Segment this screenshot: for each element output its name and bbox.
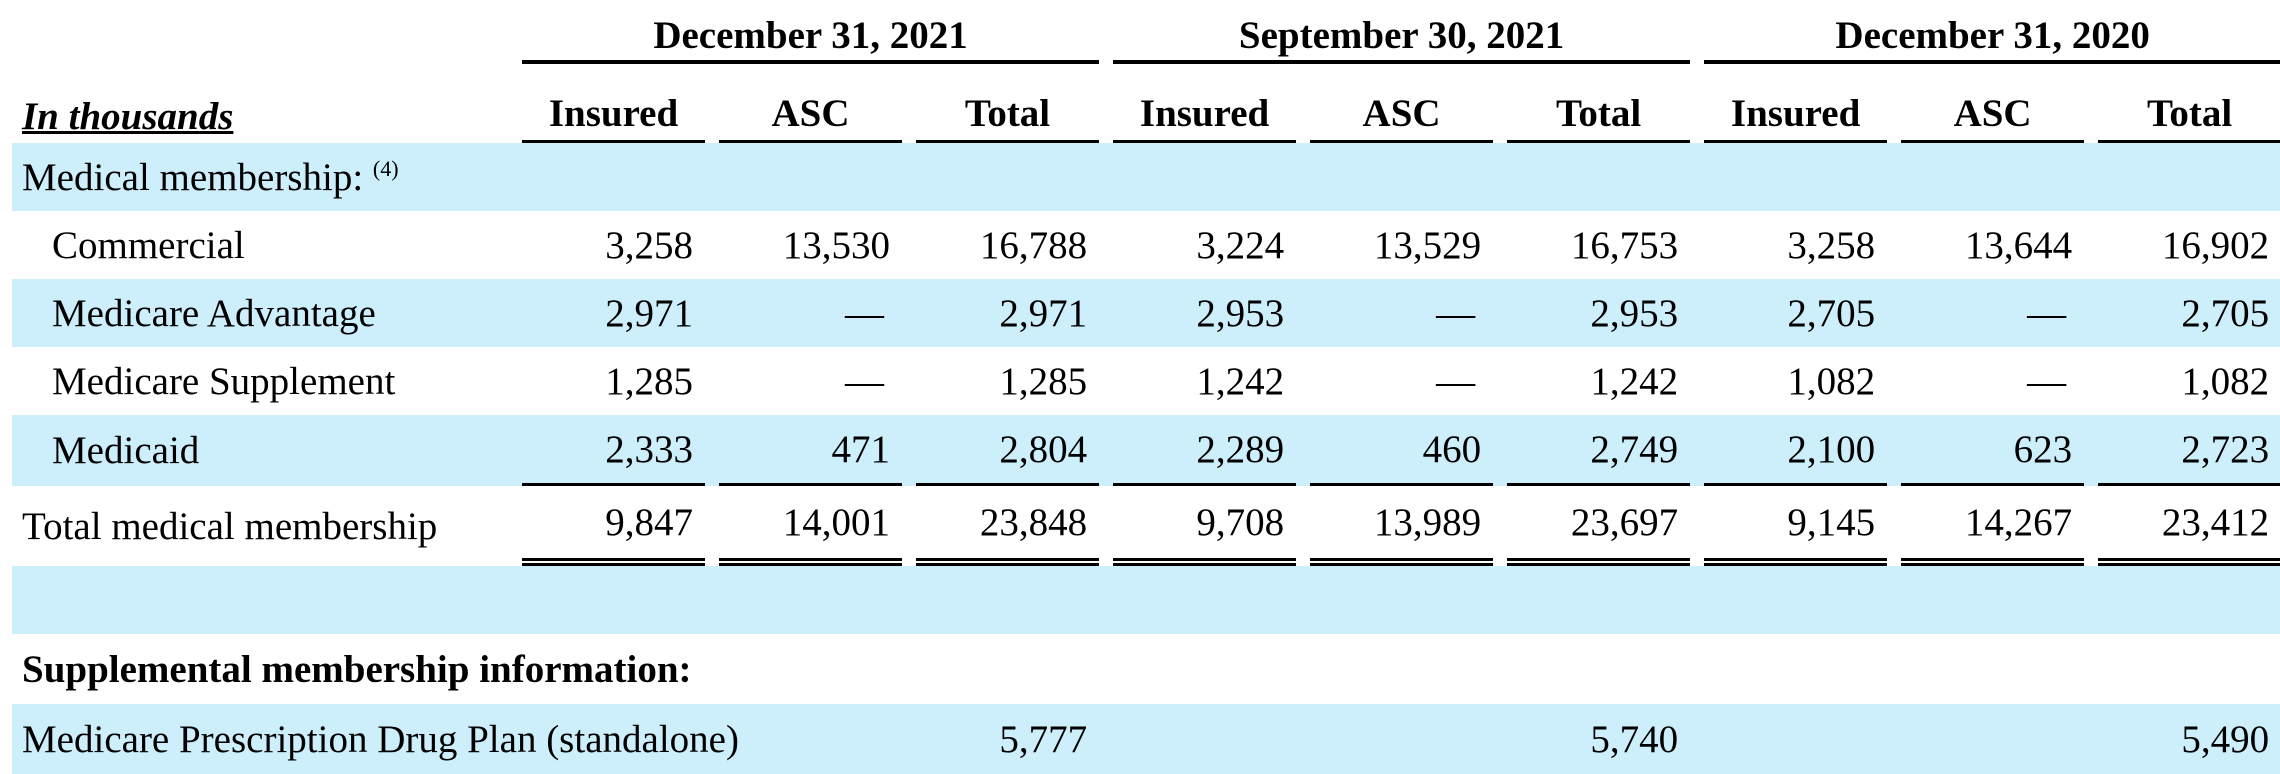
column-header: ASC: [1310, 64, 1494, 143]
table-cell: 5,490: [2098, 704, 2280, 774]
table-cell: —: [2027, 359, 2067, 403]
column-header: Total: [2098, 64, 2280, 143]
membership-table: December 31, 2021 September 30, 2021 Dec…: [12, 0, 2280, 774]
table-cell: 460: [1310, 415, 1494, 486]
row-label: Medicare Supplement: [52, 359, 396, 403]
section-label: Supplemental membership information:: [22, 647, 692, 691]
period-header: December 31, 2020: [1704, 0, 2280, 64]
table-cell: 16,788: [979, 223, 1088, 267]
table-cell: 23,697: [1507, 486, 1691, 566]
table-cell: 2,971: [522, 279, 705, 347]
table-cell: 5,740: [1507, 704, 1691, 774]
table-row: Medicare Prescription Drug Plan (standal…: [12, 704, 2280, 774]
table-cell: 1,082: [2181, 359, 2270, 403]
total-row: Total medical membership 9,847 14,001 23…: [12, 486, 2280, 566]
footnote-marker: (4): [372, 155, 399, 181]
table-row: Medicaid 2,333 471 2,804 2,289 460 2,749…: [12, 415, 2280, 486]
table-cell: 2,953: [1507, 279, 1691, 347]
table-cell: 1,242: [1590, 359, 1679, 403]
table-cell: 1,082: [1787, 359, 1876, 403]
row-label: Commercial: [52, 223, 245, 267]
table-cell: 13,644: [1964, 223, 2073, 267]
row-label: Medicaid: [12, 415, 508, 486]
table-cell: 14,267: [1901, 486, 2085, 566]
table-cell: 9,145: [1704, 486, 1888, 566]
table-cell: 3,258: [605, 223, 693, 267]
table-cell: 1,285: [999, 359, 1088, 403]
table-cell: 13,530: [782, 223, 890, 267]
table-cell: 16,753: [1570, 223, 1679, 267]
table-cell: 2,804: [916, 415, 1100, 486]
table-cell: 2,705: [2098, 279, 2280, 347]
table-cell: 13,989: [1310, 486, 1494, 566]
column-header-row: In thousands Insured ASC Total Insured A…: [12, 64, 2280, 143]
table-cell: 16,902: [2161, 223, 2270, 267]
column-header: Insured: [1113, 64, 1297, 143]
table-cell: 2,289: [1113, 415, 1297, 486]
column-header: Insured: [1704, 64, 1888, 143]
table-row: Commercial 3,258 13,530 16,788 3,224 13,…: [12, 211, 2280, 279]
column-header: Total: [916, 64, 1100, 143]
table-cell: 9,847: [522, 486, 705, 566]
table-cell: 5,777: [916, 704, 1100, 774]
row-label: Total medical membership: [22, 504, 438, 548]
table-row: Medicare Advantage 2,971 — 2,971 2,953 —…: [12, 279, 2280, 347]
table-cell: —: [845, 359, 884, 403]
table-cell: —: [719, 279, 902, 347]
table-cell: 9,708: [1113, 486, 1297, 566]
table-cell: 2,100: [1704, 415, 1888, 486]
period-header: December 31, 2021: [522, 0, 1100, 64]
table-cell: 2,953: [1113, 279, 1297, 347]
table-cell: —: [1436, 359, 1476, 403]
table-cell: —: [1310, 279, 1494, 347]
table-row: Medicare Supplement 1,285 — 1,285 1,242 …: [12, 347, 2280, 415]
medical-membership-label: Medical membership:: [22, 155, 364, 199]
table-cell: 1,285: [605, 359, 693, 403]
column-header: Insured: [522, 64, 705, 143]
table-cell: 3,224: [1196, 223, 1285, 267]
unit-label: In thousands: [22, 95, 234, 138]
column-header: ASC: [1901, 64, 2085, 143]
row-label: Medicare Advantage: [12, 279, 508, 347]
table-cell: 13,529: [1373, 223, 1482, 267]
column-header: Total: [1507, 64, 1691, 143]
table-cell: 3,258: [1787, 223, 1876, 267]
table-cell: —: [1901, 279, 2085, 347]
table-cell: 2,723: [2098, 415, 2280, 486]
spacer-row: [12, 566, 2280, 634]
table-cell: 2,749: [1507, 415, 1691, 486]
table-cell: 2,333: [522, 415, 705, 486]
medical-membership-row: Medical membership: (4): [12, 143, 2280, 211]
table-cell: 23,848: [916, 486, 1100, 566]
row-label: Medical membership: (4): [12, 143, 2280, 211]
column-header: ASC: [719, 64, 902, 143]
section-header-row: Supplemental membership information:: [12, 634, 2280, 704]
period-header: September 30, 2021: [1113, 0, 1691, 64]
table-cell: 2,971: [916, 279, 1100, 347]
table-cell: 1,242: [1196, 359, 1285, 403]
table-cell: 14,001: [719, 486, 902, 566]
table-cell: 471: [719, 415, 902, 486]
period-header-row: December 31, 2021 September 30, 2021 Dec…: [12, 0, 2280, 64]
table-cell: 623: [1901, 415, 2085, 486]
table-cell: 23,412: [2098, 486, 2280, 566]
row-label: Medicare Prescription Drug Plan (standal…: [12, 704, 902, 774]
table-cell: 2,705: [1704, 279, 1888, 347]
